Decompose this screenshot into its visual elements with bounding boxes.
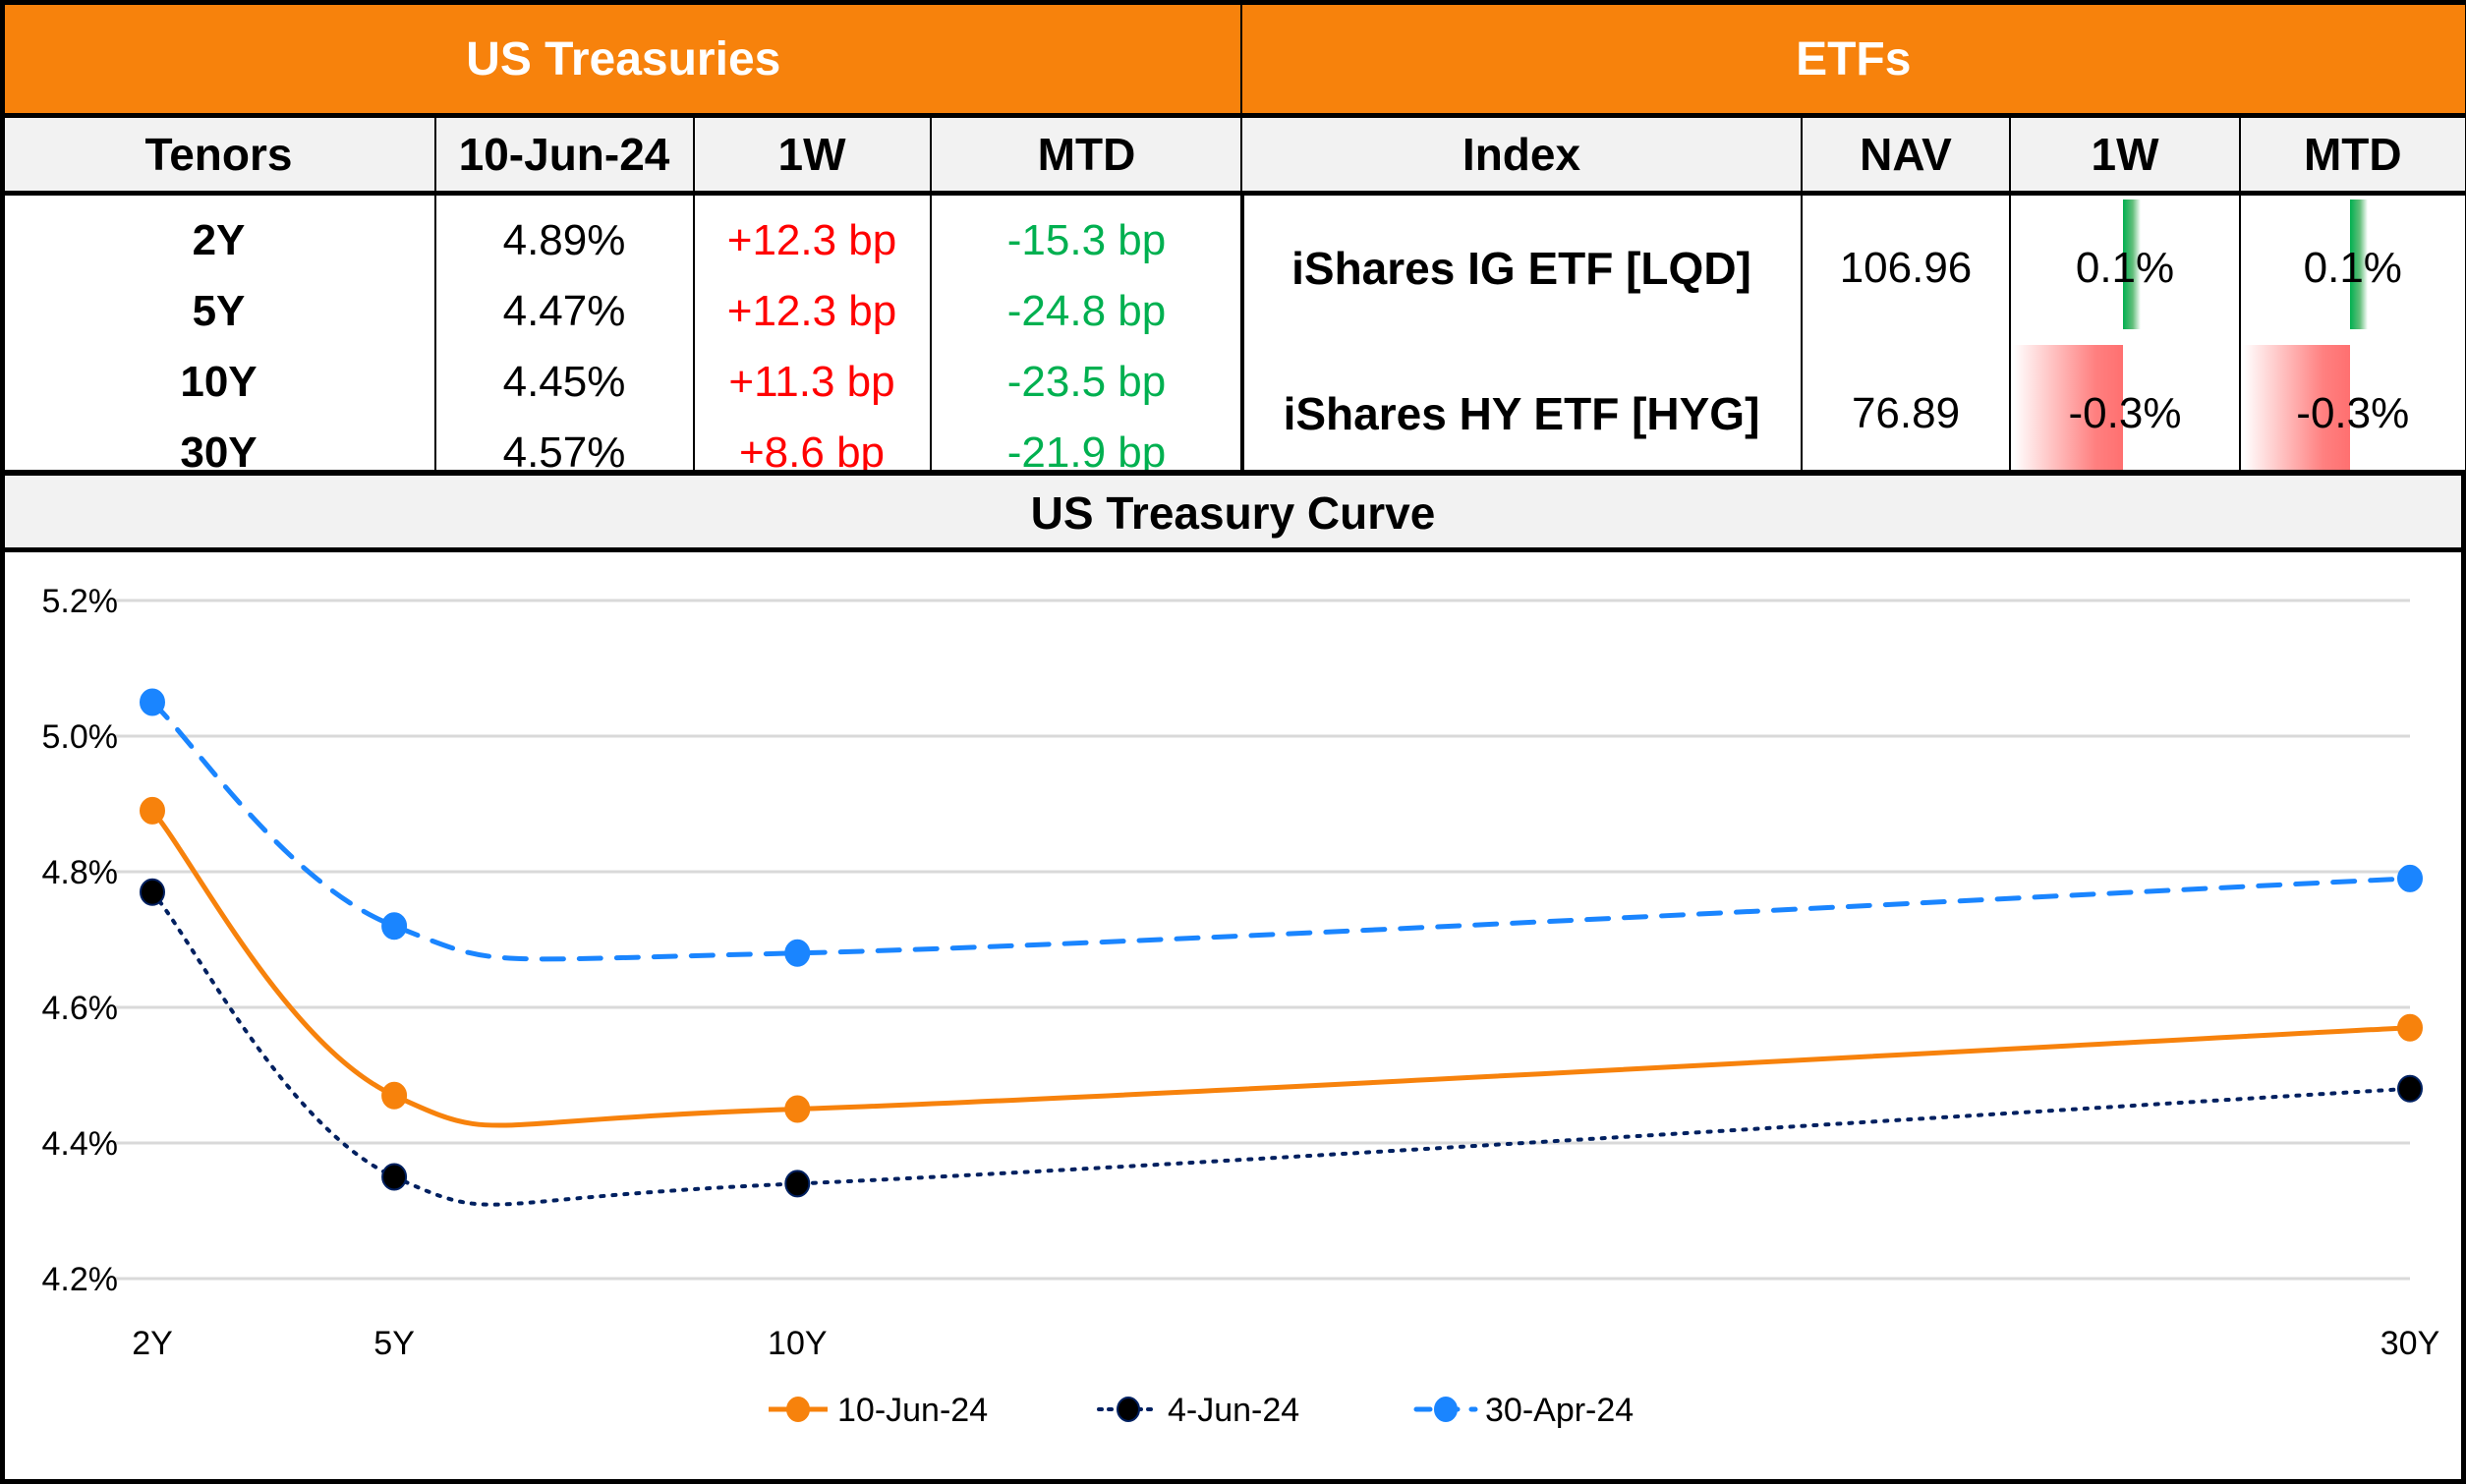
change-1w-cell: 0.1% [2009,193,2241,341]
data-bar [2122,200,2141,329]
y-tick-label: 5.0% [42,718,119,756]
legend-marker [786,1397,810,1422]
data-point [2397,1013,2423,1042]
col-header-tenors: Tenors [1,114,436,196]
yield-cell: 4.45% [433,347,695,418]
col-header-date: 10-Jun-24 [433,114,695,196]
change-mtd-value: 0.1% [2303,244,2402,292]
col-header-mtd: MTD [2238,114,2466,196]
y-tick-label: 4.2% [42,1261,119,1298]
series-30-Apr-24 [140,688,2423,967]
y-axis-ticks: 5.2% 5.0% 4.8% 4.6% 4.4% 4.2% [42,583,119,1298]
table-row: 5Y 4.47% +12.3 bp -24.8 bp [1,276,1244,347]
series-line [149,700,2413,962]
change-mtd-cell: 0.1% [2238,193,2466,341]
change-1w-cell: +12.3 bp [692,193,932,276]
change-mtd-value: -0.3% [2296,389,2410,437]
treasuries-banner: US Treasuries [0,0,1244,118]
treasuries-table: US Treasuries Tenors 10-Jun-24 1W MTD 2Y… [0,0,1244,488]
data-point [2397,1074,2423,1103]
series-line [150,889,2412,1207]
tables-section: US Treasuries Tenors 10-Jun-24 1W MTD 2Y… [0,0,2466,488]
change-mtd-cell: -0.3% [2238,341,2466,486]
change-1w-cell: +11.3 bp [692,347,932,418]
tenor-cell: 10Y [1,347,436,418]
x-tick-label: 30Y [2380,1325,2440,1362]
col-header-index: Index [1240,114,1803,196]
data-bar [2013,345,2123,478]
etf-name-cell: iShares IG ETF [LQD] [1240,193,1803,341]
gridlines [113,599,2410,1281]
y-tick-label: 4.4% [42,1125,119,1163]
y-tick-label: 4.6% [42,990,119,1027]
change-1w-cell: +12.3 bp [692,276,932,347]
x-tick-label: 2Y [132,1325,173,1362]
table-row: iShares HY ETF [HYG] 76.89 -0.3% -0.3% [1240,341,2466,486]
change-1w-value: 0.1% [2075,244,2175,292]
x-tick-label: 5Y [373,1325,415,1362]
y-tick-label: 4.8% [42,854,119,891]
legend-label: 30-Apr-24 [1485,1392,1634,1429]
divider [0,470,2466,476]
nav-cell: 106.96 [1801,193,2011,341]
data-point [784,1170,811,1198]
table-row: iShares IG ETF [LQD] 106.96 0.1% 0.1% [1240,193,2466,341]
legend-item[interactable]: 30-Apr-24 [1413,1392,1634,1429]
series-lines [140,688,2423,1207]
change-mtd-cell: -15.3 bp [929,193,1244,276]
data-bar [2350,200,2368,329]
legend[interactable]: 10-Jun-24 4-Jun-24 30-Apr-24 [769,1392,1634,1429]
legend-item[interactable]: 10-Jun-24 [769,1392,988,1429]
table-row: 2Y 4.89% +12.3 bp -15.3 bp [1,193,1244,276]
legend-label: 10-Jun-24 [837,1392,988,1429]
data-point [381,1163,408,1191]
yield-cell: 4.89% [433,193,695,276]
data-point [784,1095,811,1123]
legend-marker [1117,1397,1140,1422]
series-10-Jun-24 [140,796,2423,1128]
data-point [2397,864,2423,892]
legend-marker [1434,1397,1458,1422]
etfs-table: ETFs Index NAV 1W MTD iShares IG ETF [LQ… [1239,0,2466,486]
data-point [784,939,811,967]
col-header-1w: 1W [2009,114,2241,196]
change-1w-value: -0.3% [2068,389,2182,437]
col-header-1w: 1W [692,114,932,196]
tenor-cell: 2Y [1,193,436,276]
change-mtd-cell: -24.8 bp [929,276,1244,347]
x-axis-ticks: 2Y 5Y 10Y 30Y [132,1325,2439,1362]
col-header-nav: NAV [1801,114,2011,196]
data-point [140,688,165,716]
tenor-cell: 5Y [1,276,436,347]
series-line [150,809,2411,1128]
data-bar [2243,345,2351,478]
etf-name-cell: iShares HY ETF [HYG] [1240,341,1803,486]
etfs-banner: ETFs [1239,0,2466,118]
data-point [381,912,408,941]
change-1w-cell: -0.3% [2009,341,2241,486]
data-point [140,796,165,825]
nav-cell: 76.89 [1801,341,2011,486]
left-border [0,108,5,476]
col-header-mtd: MTD [929,114,1244,196]
legend-item[interactable]: 4-Jun-24 [1097,1392,1299,1429]
legend-label: 4-Jun-24 [1168,1392,1299,1429]
series-4-Jun-24 [140,878,2423,1207]
chart-area: 5.2% 5.0% 4.8% 4.6% 4.4% 4.2% 2Y 5Y 10Y 30Y 10-J… [0,552,2466,1484]
y-tick-label: 5.2% [42,583,119,620]
table-row: 10Y 4.45% +11.3 bp -23.5 bp [1,347,1244,418]
change-mtd-cell: -23.5 bp [929,347,1244,418]
yield-cell: 4.47% [433,276,695,347]
chart-title: US Treasury Curve [0,476,2466,552]
treasury-curve-chart: 5.2% 5.0% 4.8% 4.6% 4.4% 4.2% 2Y 5Y 10Y 30Y 10-J… [42,583,2440,1429]
data-point [381,1081,408,1110]
x-tick-label: 10Y [768,1325,828,1362]
data-point [140,878,165,906]
